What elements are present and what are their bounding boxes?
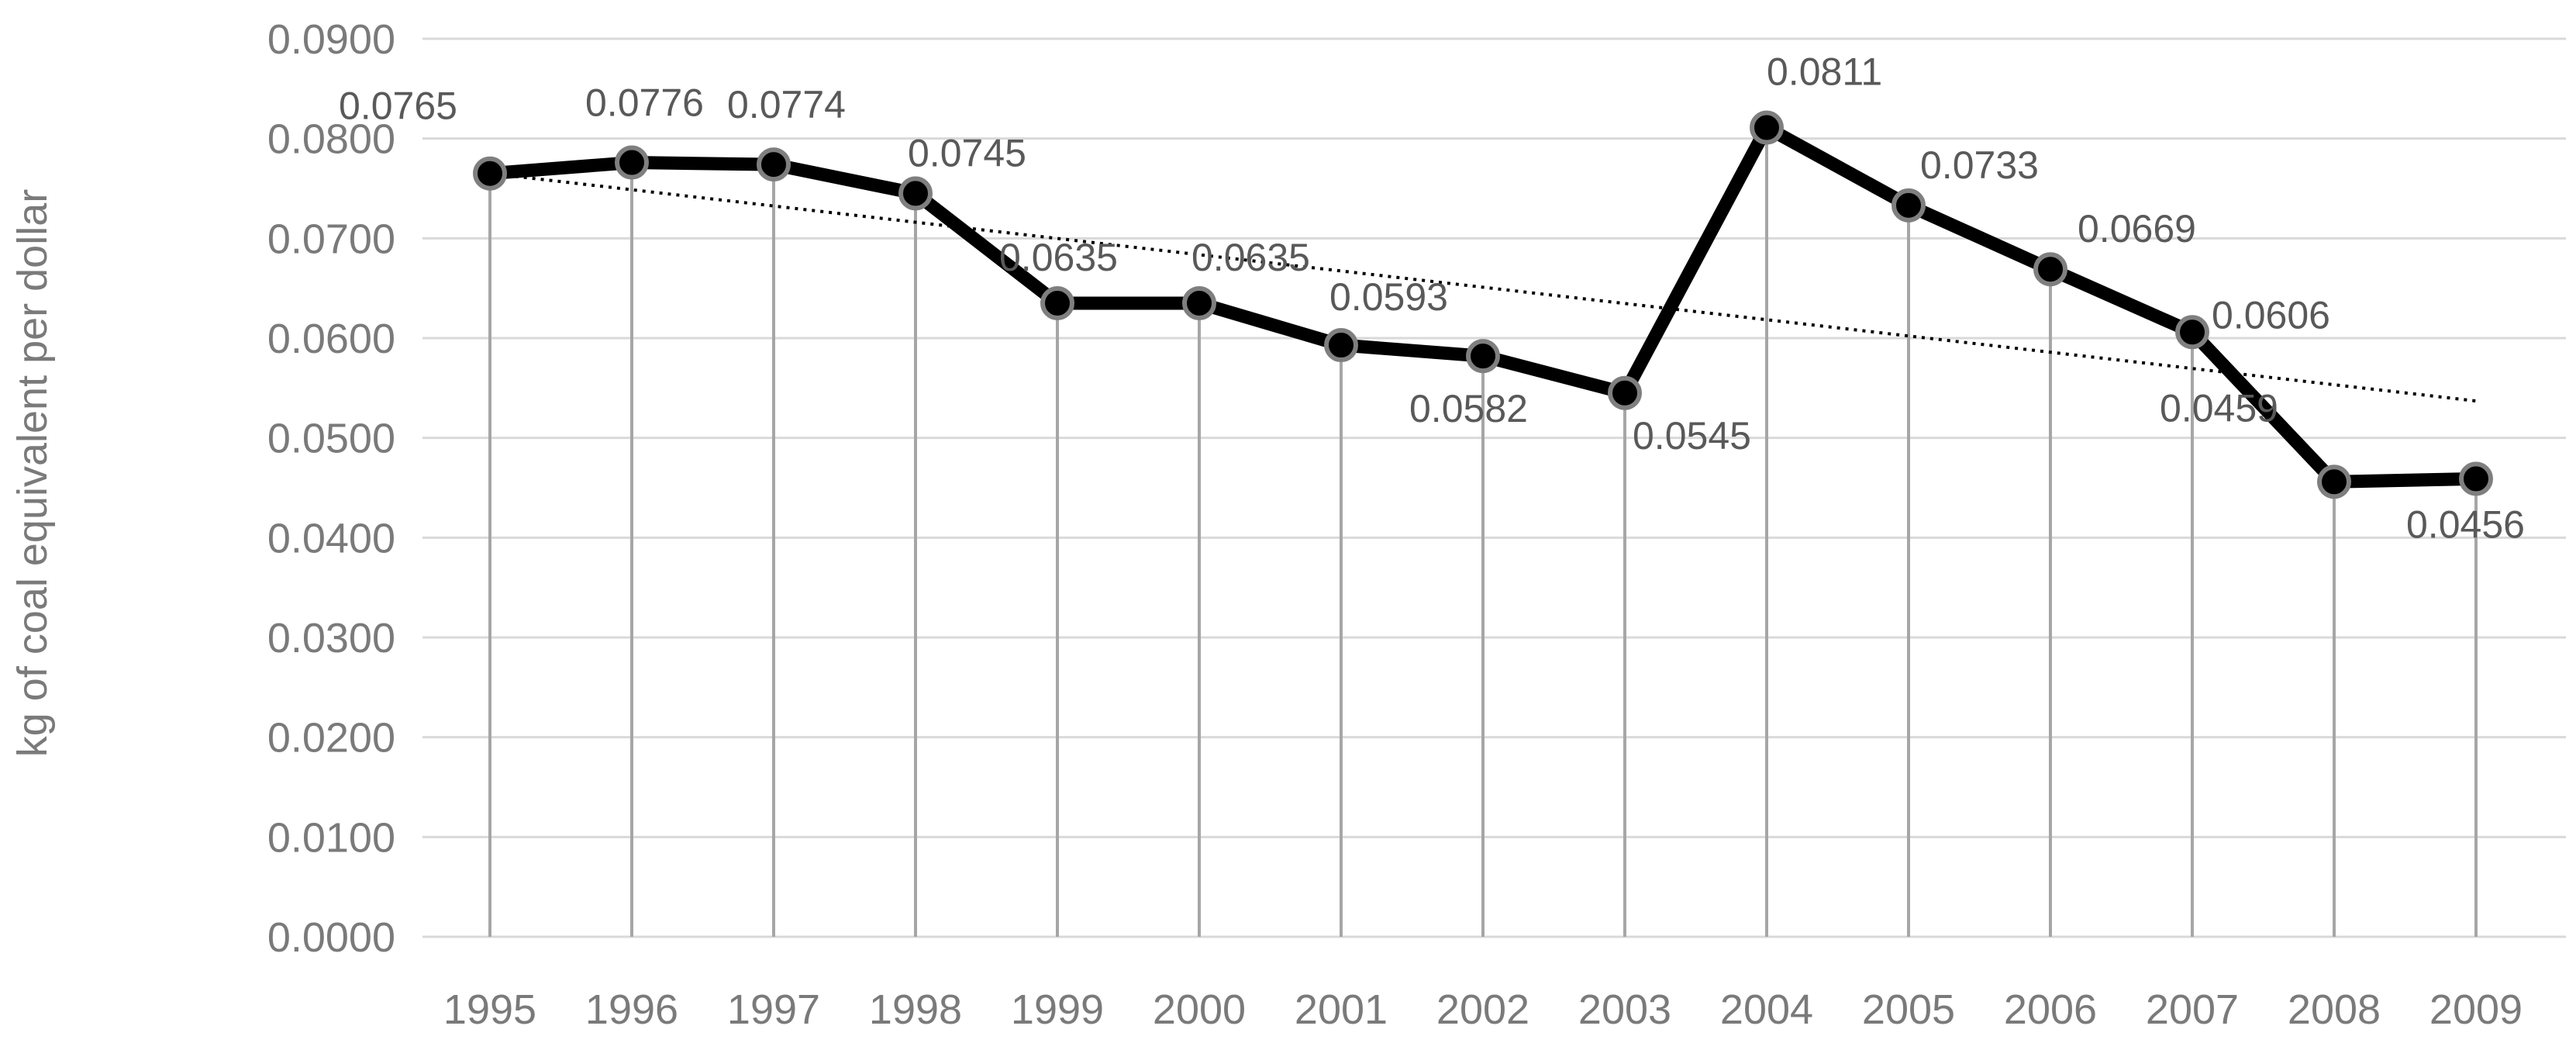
y-tick-label-6: 0.0600 (267, 316, 395, 362)
x-tick-label-2006: 2006 (2004, 986, 2097, 1033)
y-tick-label-9: 0.0900 (267, 16, 395, 63)
x-tick-label-2008: 2008 (2288, 986, 2381, 1033)
y-tick-label-4: 0.0400 (267, 515, 395, 561)
data-label-2000: 0.0635 (1191, 236, 1310, 279)
marker-2007 (2175, 315, 2209, 350)
marker-2002 (1466, 339, 1500, 374)
marker-2006 (2033, 252, 2067, 287)
data-label-2009: 0.0456 (2406, 503, 2525, 546)
marker-2005 (1891, 188, 1926, 223)
x-axis-ticks: 1995 1996 1997 1998 1999 2000 2001 2002 2003 2004… (443, 986, 2523, 1033)
x-tick-label-2002: 2002 (1436, 986, 1529, 1033)
x-tick-label-2009: 2009 (2429, 986, 2523, 1033)
trendline (489, 171, 2477, 403)
x-tick-label-2000: 2000 (1153, 986, 1246, 1033)
data-label-1998: 0.0745 (908, 131, 1026, 174)
y-tick-label-0: 0.0000 (267, 914, 395, 961)
marker-2000 (1182, 285, 1216, 320)
y-tick-label-8: 0.0800 (267, 116, 395, 163)
marker-1997 (757, 147, 791, 182)
marker-2001 (1324, 328, 1358, 363)
data-label-2007: 0.0606 (2212, 293, 2330, 337)
y-tick-label-1: 0.0100 (267, 814, 395, 861)
marker-1995 (473, 156, 507, 191)
y-axis-title: kg of coal equivalent per dollar (9, 189, 56, 757)
y-tick-label-7: 0.0700 (267, 216, 395, 262)
data-label-2002: 0.0582 (1409, 387, 1528, 430)
y-tick-label-5: 0.0500 (267, 416, 395, 462)
marker-1998 (898, 176, 933, 211)
y-tick-label-2: 0.0200 (267, 715, 395, 762)
data-label-2005: 0.0733 (1920, 143, 2039, 187)
data-label-2003: 0.0545 (1633, 414, 1751, 458)
y-axis-ticks: 0.0000 0.0100 0.0200 0.0300 0.0400 0.0500 0.06… (267, 16, 395, 961)
data-label-2008: 0.0459 (2160, 386, 2278, 430)
data-label-2006: 0.0669 (2078, 207, 2196, 250)
x-tick-label-2005: 2005 (1862, 986, 1955, 1033)
gridlines (422, 37, 2566, 938)
x-tick-label-2004: 2004 (1720, 986, 1813, 1033)
x-tick-label-1996: 1996 (585, 986, 678, 1033)
marker-1999 (1040, 285, 1074, 320)
data-label-1995: 0.0765 (339, 85, 457, 128)
x-tick-label-1999: 1999 (1011, 986, 1104, 1033)
x-tick-label-2003: 2003 (1578, 986, 1671, 1033)
data-label-1999: 0.0635 (999, 236, 1118, 279)
marker-2009 (2459, 461, 2493, 496)
x-tick-label-2001: 2001 (1295, 986, 1388, 1033)
y-tick-label-3: 0.0300 (267, 615, 395, 661)
trendline-group (489, 171, 2477, 403)
x-tick-label-1995: 1995 (443, 986, 536, 1033)
marker-2008 (2317, 465, 2351, 499)
x-tick-label-1997: 1997 (727, 986, 820, 1033)
x-tick-label-1998: 1998 (869, 986, 962, 1033)
data-labels: 0.0765 0.0776 0.0774 0.0745 0.0635 0.0635 0.05… (339, 50, 2525, 547)
x-tick-label-2007: 2007 (2146, 986, 2239, 1033)
data-label-2001: 0.0593 (1329, 275, 1448, 319)
marker-1996 (615, 145, 649, 180)
data-label-1997: 0.0774 (727, 83, 846, 126)
data-label-1996: 0.0776 (585, 81, 704, 125)
drop-lines (488, 127, 2478, 937)
data-label-2004: 0.0811 (1767, 50, 1882, 94)
markers (473, 110, 2493, 499)
marker-2003 (1608, 375, 1642, 410)
marker-2004 (1750, 110, 1784, 145)
